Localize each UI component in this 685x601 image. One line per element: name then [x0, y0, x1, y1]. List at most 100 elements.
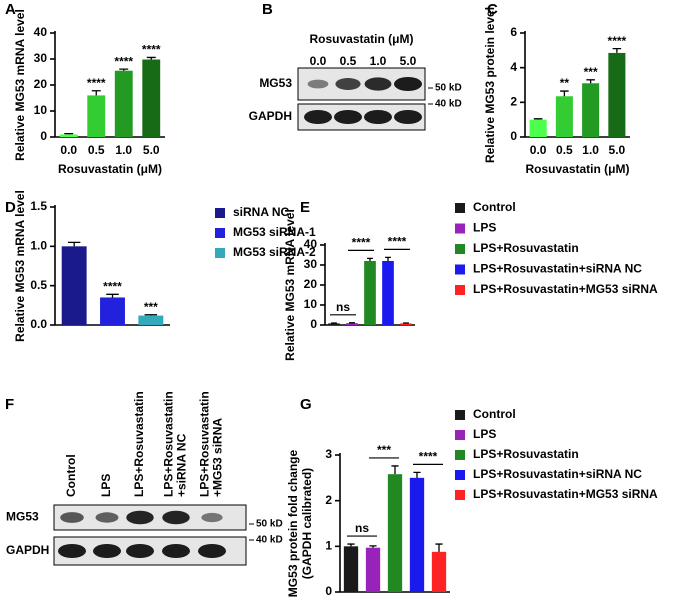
error-bar	[347, 543, 355, 547]
error-bar	[612, 47, 622, 53]
bar	[555, 96, 573, 137]
y-tick-label: 20	[34, 77, 48, 91]
lane-label: Control	[64, 454, 78, 497]
y-tick-label: 10	[304, 297, 318, 311]
x-tick-label: 1.0	[582, 143, 599, 157]
blot-band	[162, 510, 190, 525]
legend-label: Control	[473, 407, 516, 421]
blot-band	[201, 512, 223, 523]
legend-swatch	[455, 244, 465, 254]
bar	[582, 83, 600, 137]
y-tick-label: 1	[325, 539, 332, 553]
x-tick-label: 5.0	[143, 143, 160, 157]
significance-label: ****	[87, 76, 106, 90]
lane-label: +MG53 siRNA	[211, 418, 225, 497]
significance-label: **	[560, 76, 570, 90]
bar	[382, 261, 394, 325]
blot-band	[307, 79, 329, 89]
legend-label: siRNA NC	[233, 205, 290, 219]
panel-letter: D	[5, 199, 16, 216]
legend-label: LPS	[473, 221, 496, 235]
row-label: MG53	[6, 510, 39, 524]
significance-label: ***	[584, 65, 598, 79]
bar	[529, 119, 547, 137]
bar	[387, 474, 403, 592]
significance-label: ****	[142, 43, 161, 57]
lane-label: LPS	[99, 474, 113, 497]
y-tick-label: 0	[310, 317, 317, 331]
y-tick-label: 30	[34, 51, 48, 65]
error-bar	[435, 543, 443, 552]
y-tick-label: 40	[304, 237, 318, 251]
marker-label: 50 kD	[435, 83, 462, 94]
marker-label: 50 kD	[256, 519, 283, 530]
y-axis-label: (GAPDH calibrated)	[300, 468, 314, 579]
y-tick-label: 0	[510, 129, 517, 143]
blot-band	[334, 110, 362, 124]
legend-label: LPS+Rosuvastatin	[473, 447, 579, 461]
error-bar	[367, 257, 373, 261]
error-bar	[106, 293, 119, 298]
bar	[114, 70, 133, 137]
y-tick-label: 0.0	[30, 317, 47, 331]
bar	[328, 323, 340, 325]
blot-band	[93, 544, 121, 558]
significance-label: ****	[608, 34, 627, 48]
legend-label: LPS	[473, 427, 496, 441]
x-axis-label: Rosuvastatin (μM)	[525, 162, 629, 176]
bar	[59, 134, 78, 137]
y-tick-label: 3	[325, 447, 332, 461]
legend-label: Control	[473, 200, 516, 214]
legend-label: MG53 siRNA-2	[233, 245, 316, 259]
x-axis-label: Rosuvastatin (μM)	[58, 162, 162, 176]
bar	[61, 246, 87, 325]
blot-band	[198, 544, 226, 558]
legend-swatch	[455, 203, 465, 213]
error-bar	[64, 132, 74, 135]
bar	[400, 323, 412, 325]
lane-label: 1.0	[370, 54, 387, 68]
significance-label: ****	[114, 54, 133, 68]
panel-letter: A	[5, 1, 16, 18]
y-tick-label: 1.5	[30, 199, 47, 213]
lane-label: LPS+Rosuvastatin	[132, 391, 146, 497]
error-bar	[560, 90, 569, 97]
panel-letter: G	[300, 396, 312, 413]
blot-band	[364, 110, 392, 124]
y-tick-label: 0	[325, 584, 332, 598]
blot-band	[364, 77, 392, 91]
error-bar	[67, 241, 81, 247]
lane-label: LPS+Rosuvastatin	[162, 391, 176, 497]
bar	[365, 547, 381, 592]
bar	[431, 551, 447, 592]
y-axis-label: Relative MG53 mRNA level	[13, 190, 27, 342]
legend-label: MG53 siRNA-1	[233, 225, 316, 239]
y-tick-label: 10	[34, 103, 48, 117]
y-tick-label: 30	[304, 257, 318, 271]
legend-label: LPS+Rosuvastatin+siRNA NC	[473, 262, 642, 276]
y-tick-label: 40	[34, 25, 48, 39]
bar	[142, 59, 161, 137]
row-label: GAPDH	[249, 109, 292, 123]
y-axis-label: Relative MG53 mRNA level	[283, 209, 297, 361]
error-bar	[391, 465, 399, 475]
x-tick-label: 1.0	[115, 143, 132, 157]
error-bar	[586, 79, 595, 84]
marker-label: 40 kD	[435, 99, 462, 110]
blot-band	[95, 512, 119, 523]
lane-label: LPS+Rosuvastatin	[198, 391, 212, 497]
comparison-label: ****	[419, 450, 438, 464]
y-tick-label: 4	[510, 60, 517, 74]
lane-label: 0.5	[340, 54, 357, 68]
y-tick-label: 20	[304, 277, 318, 291]
significance-label: ***	[144, 300, 158, 314]
lane-label: 5.0	[400, 54, 417, 68]
blot-band	[304, 110, 332, 124]
comparison-label: ***	[377, 443, 391, 457]
comparison-label: ns	[336, 300, 350, 314]
blot-band	[162, 544, 190, 558]
x-tick-label: 0.5	[556, 143, 573, 157]
bar	[100, 297, 125, 325]
panel-letter: E	[300, 199, 310, 216]
